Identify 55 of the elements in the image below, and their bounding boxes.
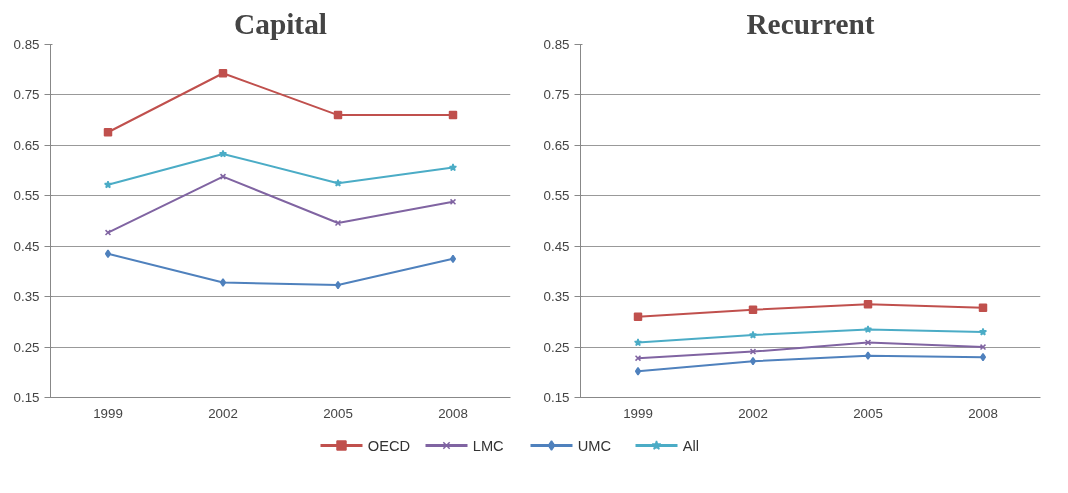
x-tick-label: 1999 — [623, 405, 653, 421]
y-tick-label: 0.15 — [543, 390, 570, 405]
x-tick-label: 2005 — [323, 405, 353, 421]
point — [749, 356, 757, 366]
y-tick-label: 0.35 — [543, 289, 570, 305]
y-tick-label: 0.85 — [13, 37, 40, 52]
y-tick-label: 0.35 — [13, 289, 40, 305]
point — [864, 351, 872, 360]
point — [103, 128, 113, 137]
chart-title: Capital — [234, 7, 327, 40]
y-tick-label: 0.75 — [543, 87, 570, 103]
point — [863, 299, 873, 309]
point — [103, 180, 113, 189]
point — [979, 352, 987, 362]
y-tick-label: 0.45 — [13, 238, 40, 254]
point — [218, 149, 228, 158]
x-tick-label: 1999 — [93, 405, 123, 421]
legend-label: All — [682, 437, 700, 454]
y-tick-label: 0.55 — [543, 188, 570, 204]
y-tick-label: 0.85 — [543, 37, 570, 52]
point — [863, 325, 873, 333]
point — [218, 68, 228, 78]
point — [448, 163, 458, 172]
x-tick-label: 2008 — [438, 405, 468, 421]
x-tick-label: 2002 — [738, 405, 768, 421]
y-tick-label: 0.45 — [543, 238, 570, 254]
point — [978, 327, 988, 336]
point — [219, 278, 227, 287]
y-tick-label: 0.65 — [543, 137, 570, 153]
legend-label: UMC — [577, 437, 612, 454]
legend-label: OECD — [367, 437, 411, 454]
y-tick-label: 0.15 — [13, 390, 40, 405]
point — [633, 338, 643, 347]
legend-label: LMC — [472, 437, 505, 454]
y-tick-label: 0.25 — [13, 339, 40, 355]
point — [333, 110, 343, 120]
point — [104, 249, 112, 259]
y-tick-label: 0.65 — [13, 137, 40, 153]
point — [633, 312, 643, 322]
x-tick-label: 2008 — [968, 405, 998, 421]
point — [748, 305, 758, 314]
point — [748, 330, 758, 339]
chart-title: Recurrent — [746, 7, 875, 40]
y-tick-label: 0.75 — [13, 87, 40, 103]
x-tick-label: 2002 — [208, 405, 238, 421]
point — [334, 280, 342, 290]
point — [448, 110, 458, 120]
point — [333, 178, 343, 187]
point — [978, 303, 988, 312]
x-tick-label: 2005 — [853, 405, 883, 421]
y-tick-label: 0.55 — [13, 188, 40, 204]
point — [334, 219, 342, 227]
point — [449, 254, 457, 264]
y-tick-label: 0.25 — [543, 339, 570, 355]
point — [634, 367, 642, 376]
